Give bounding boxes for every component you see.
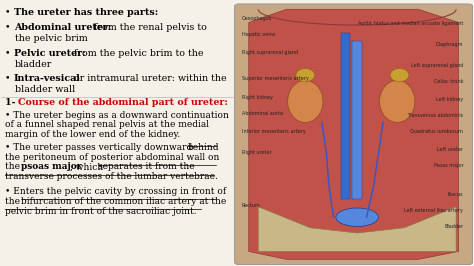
Ellipse shape: [390, 69, 409, 82]
Text: •: •: [5, 73, 14, 82]
Text: Rectum: Rectum: [242, 203, 260, 208]
Text: Inferior mesenteric artery: Inferior mesenteric artery: [242, 129, 305, 134]
Text: Quadratus lumborum: Quadratus lumborum: [410, 129, 463, 134]
Ellipse shape: [380, 80, 415, 122]
Text: Pelvic ureter:: Pelvic ureter:: [14, 49, 85, 58]
Text: Aortic hiatus and median arcuate ligament: Aortic hiatus and median arcuate ligamen…: [358, 21, 463, 26]
Text: behind: behind: [188, 143, 219, 152]
Text: Abdominal ureter:: Abdominal ureter:: [14, 23, 111, 32]
Text: • Enters the pelvic cavity by crossing in front of: • Enters the pelvic cavity by crossing i…: [5, 187, 226, 196]
Text: Right suprarenal gland: Right suprarenal gland: [242, 50, 298, 55]
Text: , which: , which: [70, 163, 106, 172]
Text: or intramural ureter: within the: or intramural ureter: within the: [71, 73, 227, 82]
Text: The ureter has three parts:: The ureter has three parts:: [14, 8, 158, 17]
Text: •: •: [5, 23, 14, 32]
Text: margin of the lower end of the kidney.: margin of the lower end of the kidney.: [5, 130, 181, 139]
Text: Hepatic veins: Hepatic veins: [242, 32, 275, 37]
Text: Left suprarenal gland: Left suprarenal gland: [411, 63, 463, 68]
Polygon shape: [249, 9, 458, 259]
Ellipse shape: [296, 69, 315, 82]
Text: Psoas major: Psoas major: [434, 163, 463, 168]
Polygon shape: [353, 41, 362, 199]
Text: the pelvic brim: the pelvic brim: [15, 34, 87, 43]
Text: from the renal pelvis to: from the renal pelvis to: [91, 23, 207, 32]
Text: • The ureter begins as a downward continuation: • The ureter begins as a downward contin…: [5, 111, 229, 120]
Text: pelvic brim in front of the sacroiliac joint.: pelvic brim in front of the sacroiliac j…: [5, 207, 197, 216]
Text: •: •: [5, 49, 14, 58]
Text: 1-: 1-: [5, 98, 19, 107]
Text: Left ureter: Left ureter: [437, 147, 463, 152]
Ellipse shape: [288, 80, 323, 122]
Text: Left external iliac artery: Left external iliac artery: [404, 208, 463, 213]
Text: the: the: [5, 197, 23, 206]
Text: Left kidney: Left kidney: [436, 97, 463, 102]
Text: Bladder: Bladder: [444, 224, 463, 229]
Text: the peritoneum of posterior abdominal wall on: the peritoneum of posterior abdominal wa…: [5, 153, 219, 162]
Text: psoas major: psoas major: [21, 163, 81, 172]
FancyBboxPatch shape: [235, 4, 473, 265]
Text: Superior mesenteric artery: Superior mesenteric artery: [242, 76, 309, 81]
Ellipse shape: [336, 208, 378, 226]
Text: Iliacus: Iliacus: [447, 192, 463, 197]
Text: bladder: bladder: [15, 60, 52, 69]
Polygon shape: [258, 207, 456, 251]
Text: Intra-vesical: Intra-vesical: [14, 73, 81, 82]
Text: •: •: [5, 8, 14, 17]
Polygon shape: [341, 33, 350, 199]
Text: • The ureter passes vertically downward: • The ureter passes vertically downward: [5, 143, 195, 152]
Text: Abdominal aorta: Abdominal aorta: [242, 111, 283, 115]
Text: Diaphragm: Diaphragm: [436, 42, 463, 47]
Text: transverse processes of the lumbar vertebrae.: transverse processes of the lumbar verte…: [5, 172, 218, 181]
Text: separates it from the: separates it from the: [98, 163, 194, 172]
Text: Oesophagus: Oesophagus: [242, 16, 272, 21]
Text: from the pelvic brim to the: from the pelvic brim to the: [71, 49, 204, 58]
Text: of a funnel shaped renal pelvis at the medial: of a funnel shaped renal pelvis at the m…: [5, 120, 209, 129]
Text: the: the: [5, 163, 23, 172]
Text: Course of the abdominal part of ureter:: Course of the abdominal part of ureter:: [18, 98, 228, 107]
Text: Celiac trunk: Celiac trunk: [434, 79, 463, 84]
Text: bladder wall: bladder wall: [15, 85, 75, 94]
Text: Right ureter: Right ureter: [242, 150, 272, 155]
Text: Transversus abdominis: Transversus abdominis: [407, 113, 463, 118]
Text: Right kidney: Right kidney: [242, 95, 273, 100]
Text: bifurcation of the common iliac artery at the: bifurcation of the common iliac artery a…: [21, 197, 226, 206]
